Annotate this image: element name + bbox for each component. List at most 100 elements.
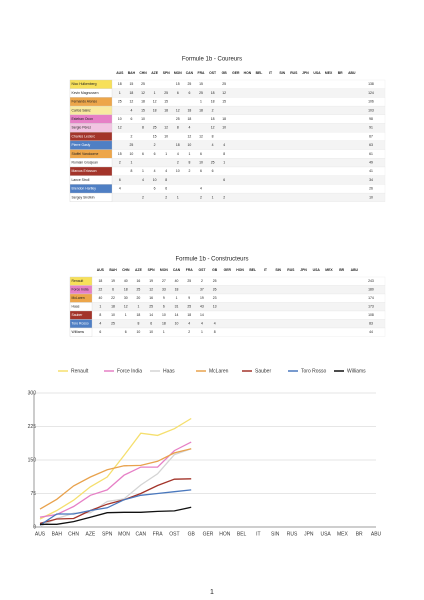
row-band (69, 310, 386, 320)
cell-value: 25 (211, 161, 215, 165)
cell-value: 25 (137, 288, 141, 292)
cell-value: 18 (118, 82, 122, 86)
cell-value: 8 (130, 169, 132, 173)
cell-value: 25 (149, 305, 153, 309)
cell-value: 6 (112, 288, 114, 292)
row-total: 44 (369, 330, 373, 334)
row-name: Williams (72, 330, 85, 334)
row-name: Brendon Hartley (72, 187, 97, 191)
cell-value: 6 (200, 169, 202, 173)
row-name: Romain Grosjean (72, 161, 98, 165)
cell-value: 14 (149, 313, 153, 317)
cell-value: 12 (199, 134, 203, 138)
cell-value: 8 (223, 152, 225, 156)
row-name: Carlos Sainz (72, 108, 92, 112)
column-header: JPN (300, 268, 307, 272)
x-tick-label: MEX (337, 531, 349, 537)
row-name: Charles Leclerc (72, 134, 96, 138)
cell-value: 2 (200, 195, 202, 199)
cell-value: 6 (177, 91, 179, 95)
column-header: OST (209, 71, 217, 75)
column-header: BEL (256, 71, 263, 75)
cell-value: 1 (176, 296, 178, 300)
column-header: BR (339, 268, 344, 272)
cell-value: 18 (187, 313, 191, 317)
column-header: RUS (290, 71, 298, 75)
cell-value: 2 (188, 169, 190, 173)
cell-value: 25 (213, 279, 217, 283)
row-band (69, 327, 386, 337)
row-band (69, 158, 386, 168)
cell-value: 25 (111, 322, 115, 326)
column-header: USA (313, 71, 321, 75)
column-header: SPN (163, 71, 171, 75)
row-total: 34 (369, 178, 373, 182)
cell-value: 26 (213, 288, 217, 292)
cell-value: 2 (119, 161, 121, 165)
x-tick-label: CHN (68, 531, 79, 537)
column-header: SPN (148, 268, 156, 272)
column-header: BAH (128, 71, 136, 75)
cell-value: 6 (188, 91, 190, 95)
row-total: 41 (369, 169, 373, 173)
cell-value: 1 (99, 305, 101, 309)
series-line (40, 506, 192, 525)
row-total: 108 (368, 313, 374, 317)
cell-value: 4 (165, 169, 167, 173)
x-tick-label: FRA (153, 531, 164, 537)
x-tick-label: GER (203, 531, 214, 537)
cell-value: 12 (130, 100, 134, 104)
cell-value: 15 (118, 152, 122, 156)
x-tick-label: OST (169, 531, 179, 537)
cell-value: 1 (200, 100, 202, 104)
cell-value: 8 (138, 322, 140, 326)
cell-value: 22 (98, 288, 102, 292)
cell-value: 25 (164, 91, 168, 95)
cell-value: 2 (223, 195, 225, 199)
cell-value: 30 (124, 296, 128, 300)
row-band (69, 184, 386, 194)
row-name: Force India (72, 288, 89, 292)
column-header: FRA (198, 71, 206, 75)
cell-value: 18 (199, 108, 203, 112)
column-header: FRA (186, 268, 194, 272)
drivers-title: Formule 1b - Coureurs (182, 57, 242, 63)
row-band (69, 105, 386, 115)
cell-value: 9 (188, 296, 190, 300)
cell-value: 4 (142, 178, 144, 182)
cell-value: 15 (222, 100, 226, 104)
cell-value: 6 (165, 187, 167, 191)
legend-label: Renault (71, 368, 89, 374)
cell-value: 10 (162, 313, 166, 317)
row-band (69, 319, 386, 329)
cell-value: 10 (164, 134, 168, 138)
column-header: MEX (325, 71, 333, 75)
column-header: AZE (135, 268, 143, 272)
cell-value: 18 (162, 322, 166, 326)
cell-value: 2 (165, 195, 167, 199)
x-tick-label: MON (118, 531, 130, 537)
cell-value: 33 (162, 288, 166, 292)
row-total: 243 (368, 279, 374, 283)
cell-value: 2 (154, 143, 156, 147)
row-name: Fernando Alonso (72, 100, 98, 104)
cell-value: 2 (201, 279, 203, 283)
legend-label: Haas (163, 368, 175, 374)
cell-value: 1 (223, 161, 225, 165)
series-line (39, 448, 192, 528)
cell-value: 10 (175, 322, 179, 326)
cell-value: 6 (163, 305, 165, 309)
cell-value: 2 (130, 134, 132, 138)
cell-value: 8 (165, 178, 167, 182)
column-header: SIN (279, 71, 285, 75)
cell-value: 10 (149, 330, 153, 334)
cell-value: 12 (188, 134, 192, 138)
x-tick-label: SPN (102, 531, 113, 537)
row-total: 98 (369, 117, 373, 121)
series-line (39, 417, 192, 520)
row-total: 138 (368, 82, 374, 86)
cell-value: 15 (141, 108, 145, 112)
cell-value: 12 (164, 126, 168, 130)
cell-value: 10 (222, 126, 226, 130)
row-total: 174 (368, 296, 374, 300)
